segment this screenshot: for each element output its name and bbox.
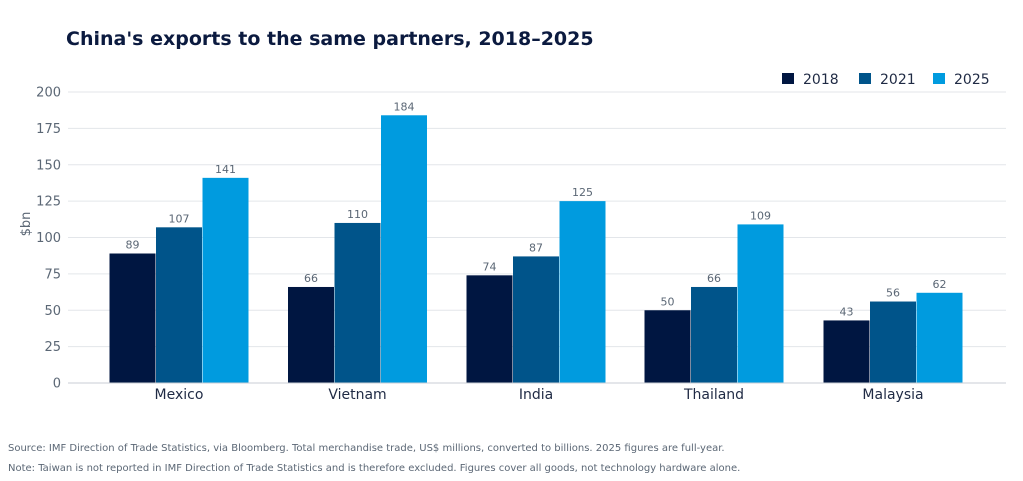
data-label: 107 xyxy=(169,212,190,225)
bar-2021-thailand xyxy=(691,286,737,383)
bar-2025-malaysia xyxy=(916,292,963,383)
bar-2021-mexico xyxy=(156,227,202,383)
bar-2025-india xyxy=(559,201,606,383)
data-label: 66 xyxy=(707,272,721,285)
legend-swatch-2025 xyxy=(933,73,945,84)
y-tick-label: 150 xyxy=(36,158,61,173)
y-tick-label: 125 xyxy=(36,195,61,210)
y-tick-label: 50 xyxy=(44,304,61,319)
chart-title: China's exports to the same partners, 20… xyxy=(66,28,594,50)
bar-2018-malaysia xyxy=(823,320,870,383)
data-label: 184 xyxy=(394,100,415,113)
bars xyxy=(109,115,963,383)
data-label: 87 xyxy=(529,241,543,254)
legend-swatch-2018 xyxy=(782,73,794,84)
data-label: 74 xyxy=(483,260,497,273)
data-label: 66 xyxy=(304,272,318,285)
bar-2018-thailand xyxy=(644,310,691,383)
data-label: 125 xyxy=(572,186,593,199)
legend-label-2025: 2025 xyxy=(954,72,990,88)
bar-2025-mexico xyxy=(202,177,249,383)
y-tick-label: 175 xyxy=(36,122,61,137)
x-tick-label: Thailand xyxy=(683,387,744,403)
bar-2021-india xyxy=(513,256,559,383)
bar-2018-india xyxy=(466,275,513,383)
data-label: 62 xyxy=(933,278,947,291)
y-tick-label: 75 xyxy=(44,267,61,282)
y-tick-label: 25 xyxy=(44,340,61,355)
bar-2018-vietnam xyxy=(288,286,334,383)
bar-2025-vietnam xyxy=(381,115,427,383)
x-axis-ticks: Mexico Vietnam India Thailand Malaysia xyxy=(155,387,924,403)
note-footnote: Note: Taiwan is not reported in IMF Dire… xyxy=(8,463,741,474)
legend-swatch-2021 xyxy=(859,73,871,84)
bar-2025-thailand xyxy=(737,224,784,383)
x-tick-label: Malaysia xyxy=(862,387,923,403)
data-labels: 89 107 141 66 110 184 74 87 125 50 66 109 43 56 62 xyxy=(126,100,947,318)
x-tick-label: Vietnam xyxy=(328,387,386,403)
legend-label-2021: 2021 xyxy=(880,72,916,88)
data-label: 43 xyxy=(840,305,854,318)
y-tick-label: 100 xyxy=(36,231,61,246)
data-label: 141 xyxy=(215,163,236,176)
x-tick-label: Mexico xyxy=(155,387,204,403)
data-label: 89 xyxy=(126,239,140,252)
bar-2018-mexico xyxy=(109,253,156,383)
bar-chart: China's exports to the same partners, 20… xyxy=(19,28,1006,403)
y-axis-ticks: 0 25 50 75 100 125 150 175 200 xyxy=(36,86,61,392)
data-label: 109 xyxy=(750,209,771,222)
bar-2021-malaysia xyxy=(870,301,916,383)
legend: 2018 2021 2025 xyxy=(782,72,990,88)
legend-label-2018: 2018 xyxy=(803,72,839,88)
data-label: 56 xyxy=(886,287,900,300)
bar-2021-vietnam xyxy=(334,222,381,383)
source-footnote: Source: IMF Direction of Trade Statistic… xyxy=(8,443,725,454)
data-label: 110 xyxy=(347,208,368,221)
y-tick-label: 200 xyxy=(36,86,61,101)
x-tick-label: India xyxy=(519,387,553,403)
y-tick-label: 0 xyxy=(53,377,61,392)
data-label: 50 xyxy=(661,295,675,308)
y-axis-label: $bn xyxy=(19,212,34,237)
